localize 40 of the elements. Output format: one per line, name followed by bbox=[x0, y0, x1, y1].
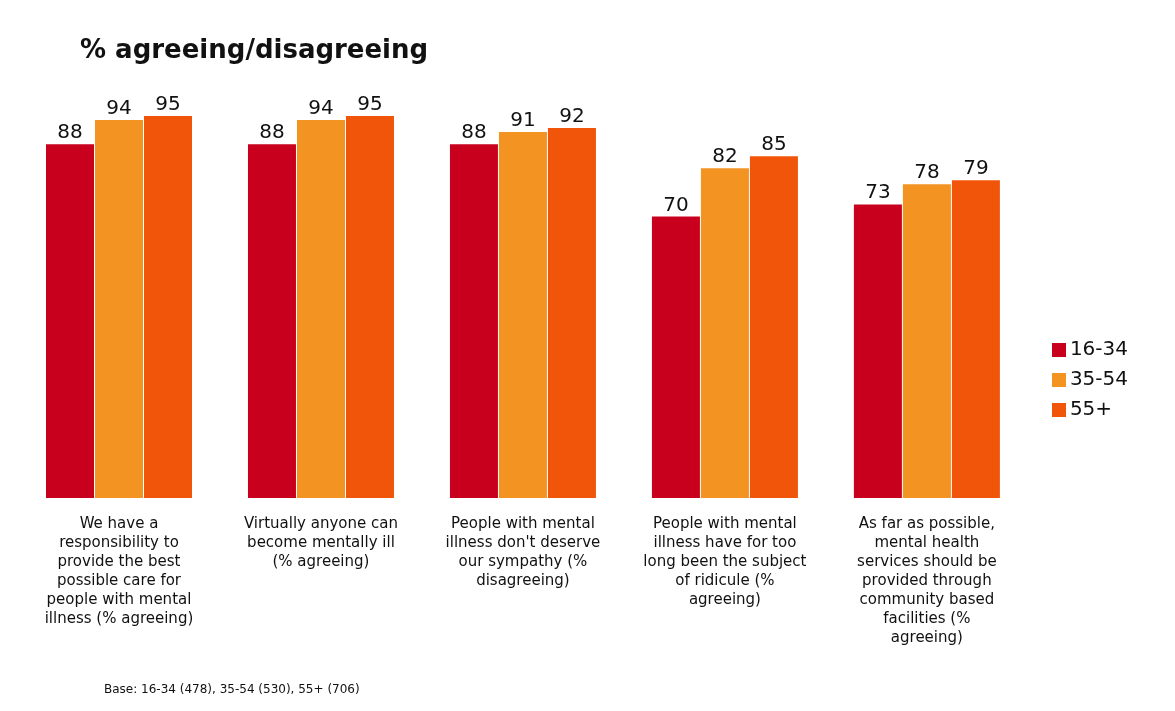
x-tick-label: As far as possible, mental health services should be provided through community based facilities (% agreeing) bbox=[857, 514, 997, 646]
x-tick-label: We have a responsibility to provide the best possible care for people with mental illness (% agreeing) bbox=[44, 514, 194, 627]
data-label: 88 bbox=[461, 119, 487, 144]
data-label: 88 bbox=[259, 119, 285, 144]
data-label: 78 bbox=[914, 159, 940, 184]
data-label: 92 bbox=[559, 103, 585, 128]
data-label: 70 bbox=[663, 191, 689, 216]
data-label: 85 bbox=[761, 131, 787, 156]
bar bbox=[95, 120, 143, 498]
data-label: 79 bbox=[963, 155, 989, 180]
legend-label: 55+ bbox=[1069, 396, 1113, 420]
legend-label: 16-34 bbox=[1069, 336, 1128, 360]
data-label: 88 bbox=[57, 119, 83, 144]
legend-label: 35-54 bbox=[1069, 366, 1128, 390]
bar bbox=[700, 168, 749, 498]
bar bbox=[144, 116, 192, 498]
data-label: 91 bbox=[510, 107, 536, 132]
bar bbox=[498, 132, 547, 498]
text: Base: 16-34 (478), 35-54 (530), 55+ (706) bbox=[104, 682, 360, 696]
x-tick-label: Virtually anyone can become mentally ill (% agreeing) bbox=[243, 514, 398, 570]
bar bbox=[651, 216, 700, 498]
x-tick-label: People with mental illness don't deserve our sympathy (% disagreeing) bbox=[445, 514, 601, 589]
bar bbox=[247, 144, 296, 498]
data-label: 82 bbox=[712, 143, 738, 168]
bar bbox=[902, 184, 951, 498]
bar bbox=[951, 180, 1000, 498]
data-label: 94 bbox=[308, 95, 334, 120]
bar bbox=[547, 128, 596, 498]
bar bbox=[345, 116, 394, 498]
chart-title: % agreeing/disagreeing bbox=[80, 34, 429, 64]
data-label: 95 bbox=[155, 91, 181, 115]
bar bbox=[296, 120, 345, 498]
bar bbox=[46, 144, 94, 498]
data-label: 94 bbox=[106, 95, 132, 120]
x-tick-label: People with mental illness have for too long been the subject of ridicule (% agreeing) bbox=[643, 514, 807, 608]
data-label: 73 bbox=[865, 179, 891, 204]
bar bbox=[749, 156, 798, 498]
bar bbox=[449, 144, 498, 498]
bar bbox=[853, 204, 902, 498]
data-label: 95 bbox=[357, 91, 383, 115]
